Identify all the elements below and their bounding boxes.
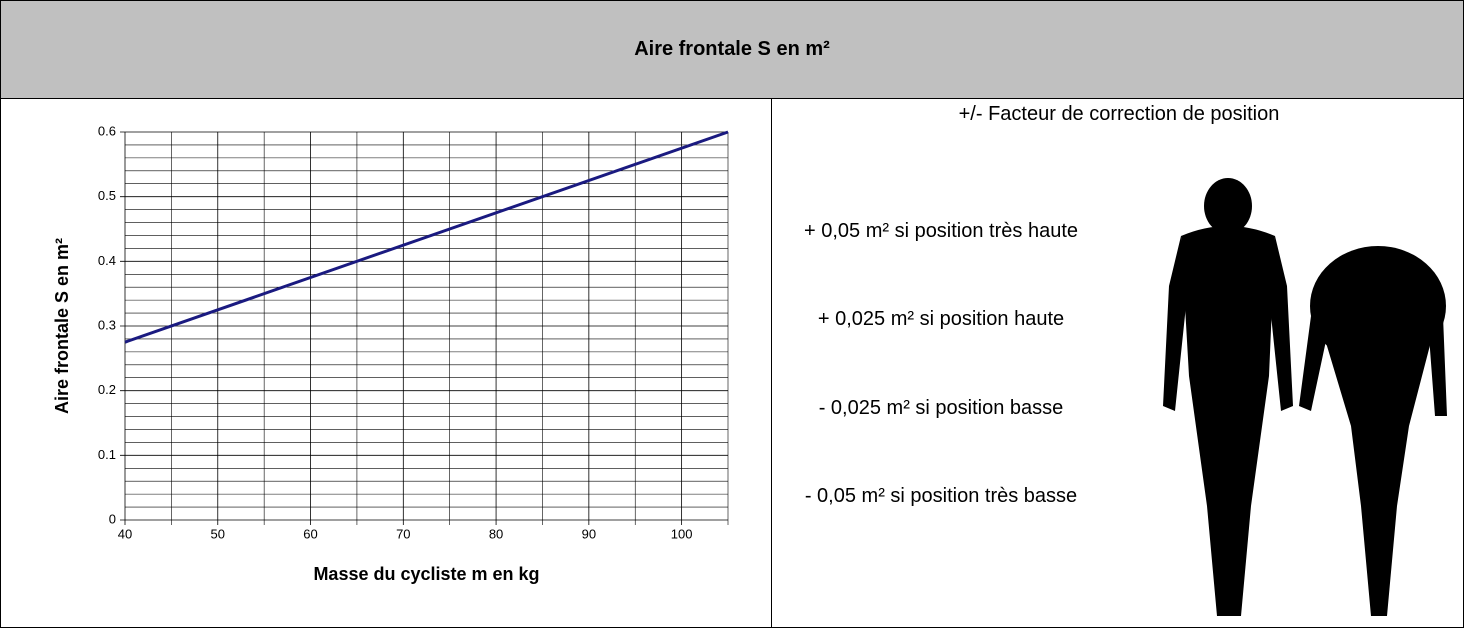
- y-tick-label: 0.4: [98, 253, 116, 268]
- y-tick-label: 0.6: [98, 123, 116, 138]
- y-tick-label: 0.3: [98, 317, 116, 332]
- x-tick-label: 100: [671, 526, 693, 541]
- x-tick-label: 80: [489, 526, 503, 541]
- page: Aire frontale S en m² 0 0.1 0.2 0.3 0.4 0.5 0.…: [0, 0, 1464, 628]
- x-tick-label: 40: [118, 526, 132, 541]
- x-tick-label: 70: [396, 526, 410, 541]
- y-tick-label: 0: [109, 511, 116, 526]
- header-title: Aire frontale S en m²: [1, 1, 1463, 99]
- y-axis-label: Aire frontale S en m²: [52, 238, 72, 414]
- corrections-title: +/- Facteur de correction de position: [772, 103, 1464, 126]
- y-tick-label: 0.1: [98, 447, 116, 462]
- correction-item: - 0,05 m² si position très basse: [791, 484, 1091, 509]
- chart: 0 0.1 0.2 0.3 0.4 0.5 0.6 40 50 60 70 80 90 100 Masse …: [1, 99, 771, 627]
- y-tick-label: 0.2: [98, 382, 116, 397]
- x-tick-label: 50: [211, 526, 225, 541]
- x-tick-label: 90: [582, 526, 596, 541]
- x-tick-label: 60: [303, 526, 317, 541]
- correction-item: - 0,025 m² si position basse: [811, 396, 1071, 421]
- cyclist-silhouettes: [1151, 176, 1451, 616]
- correction-item: + 0,05 m² si position très haute: [791, 219, 1091, 244]
- correction-item: + 0,025 m² si position haute: [811, 307, 1071, 332]
- cell-divider: [771, 99, 772, 627]
- y-tick-label: 0.5: [98, 188, 116, 203]
- x-axis-label: Masse du cycliste m en kg: [313, 564, 539, 584]
- data-line: [125, 132, 728, 342]
